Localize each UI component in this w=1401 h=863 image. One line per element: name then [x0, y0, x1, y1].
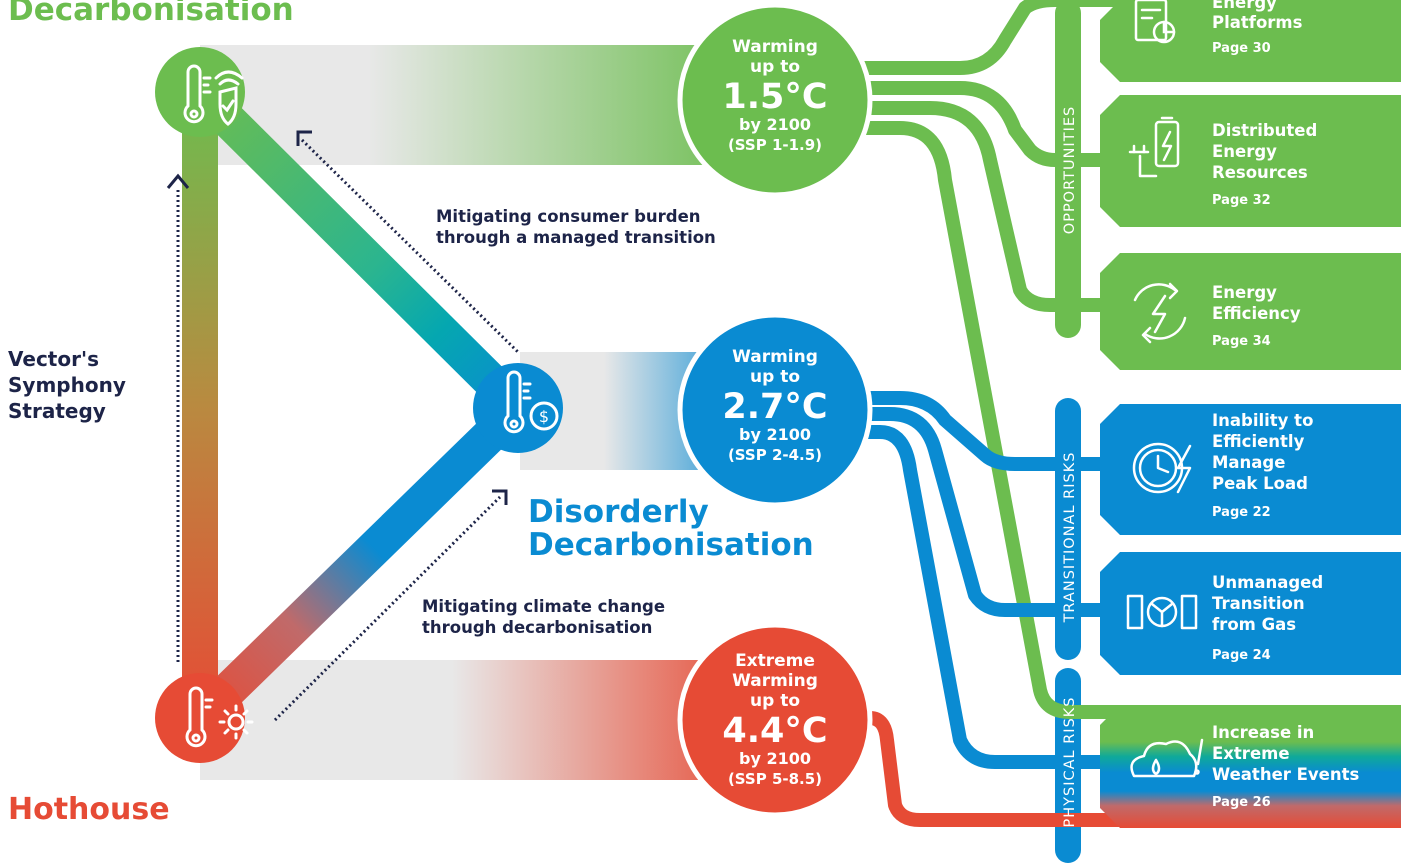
clock-lightning-icon — [1132, 442, 1192, 494]
card-peak-load-line: Inability to — [1212, 411, 1313, 430]
energy-cycle-icon — [1133, 282, 1187, 344]
hothouse-node — [155, 673, 245, 763]
card-peak-load-line: Peak Load — [1212, 474, 1308, 493]
red-connector — [850, 711, 1120, 827]
card-extreme-weather-line: Increase in — [1212, 723, 1314, 742]
strategy-label-line: Symphony — [8, 373, 126, 397]
band-hothouse — [200, 660, 760, 780]
bubble-disorderly-line: Warming — [732, 347, 818, 367]
bubble-hothouse-line: Extreme — [735, 651, 815, 671]
bubble-disorderly-temp: 2.7°C — [722, 387, 827, 427]
annotation-climate-change: Mitigating climate change through decarb… — [422, 596, 665, 639]
card-energy-efficiency-line: Energy — [1212, 283, 1277, 302]
bubble-orderly — [677, 2, 873, 198]
bubble-disorderly-line: up to — [750, 367, 800, 387]
bubble-disorderly-ssp: (SSP 2-4.5) — [728, 446, 822, 464]
disorderly-node — [473, 363, 563, 453]
card-energy-efficiency-page: Page 34 — [1212, 334, 1271, 349]
category-opportunities: OPPORTUNITIES — [1062, 106, 1078, 234]
thermometer-shield-icon — [183, 64, 244, 126]
disorderly-label-line: Decarbonisation — [528, 526, 814, 563]
blue-connectors — [850, 391, 1120, 769]
annotation-line: through a managed transition — [436, 228, 716, 248]
card-energy-platforms-page: Page 30 — [1212, 41, 1271, 56]
card-gas-transition-line: Transition — [1212, 594, 1305, 613]
svg-text:$: $ — [539, 407, 549, 426]
card-gas-transition — [1100, 552, 1401, 675]
annotation-line: Mitigating climate change — [422, 597, 666, 616]
card-peak-load-line: Manage — [1212, 453, 1285, 472]
card-energy-efficiency-line: Efficiency — [1212, 304, 1301, 323]
battery-plug-icon — [1128, 116, 1180, 178]
bubble-hothouse-line: Warming — [732, 671, 818, 691]
strategy-label-line: Vector's — [8, 347, 99, 371]
card-peak-load — [1100, 404, 1401, 535]
card-distributed-energy-line: Resources — [1212, 163, 1308, 182]
card-gas-transition-line: from Gas — [1212, 615, 1296, 634]
thermometer-sun-icon — [185, 686, 254, 748]
disorderly-label-line: Disorderly — [528, 494, 709, 530]
card-gas-transition-line: Unmanaged — [1212, 573, 1323, 592]
annotation-line: Mitigating consumer burden — [436, 207, 701, 226]
card-energy-efficiency — [1100, 253, 1401, 370]
thermometer-dollar-icon: $ — [503, 370, 559, 434]
category-physical-risks: PHYSICAL RISKS — [1062, 697, 1078, 828]
bubble-disorderly — [677, 312, 873, 508]
bubble-disorderly-line: by 2100 — [739, 425, 811, 444]
annotation-consumer-burden: Mitigating consumer burden through a man… — [436, 206, 716, 249]
band-orderly — [200, 45, 760, 165]
card-peak-load-line: Efficiently — [1212, 432, 1305, 451]
dotted-arrows — [176, 138, 520, 722]
card-distributed-energy — [1100, 95, 1401, 227]
bubble-orderly-line: up to — [750, 57, 800, 77]
opportunities-spine — [1055, 0, 1081, 338]
hothouse-label: Hothouse — [8, 792, 170, 827]
bubble-hothouse-ssp: (SSP 5-8.5) — [728, 770, 822, 788]
bubble-hothouse — [677, 622, 873, 818]
platform-chart-icon — [1134, 0, 1176, 44]
card-energy-platforms-line: Platforms — [1212, 13, 1303, 32]
card-gas-transition-page: Page 24 — [1212, 648, 1271, 663]
bubble-orderly-ssp: (SSP 1-1.9) — [728, 136, 822, 154]
triangle-upper-side — [187, 79, 531, 421]
card-extreme-weather — [1100, 705, 1401, 828]
card-distributed-energy-page: Page 32 — [1212, 193, 1271, 208]
card-energy-platforms-line: Energy — [1212, 0, 1277, 12]
card-peak-load-page: Page 22 — [1212, 505, 1271, 520]
card-distributed-energy-line: Energy — [1212, 142, 1277, 161]
category-transitional-risks: TRANSITIONAL RISKS — [1062, 452, 1078, 624]
card-energy-platforms — [1100, 0, 1401, 82]
card-distributed-energy-line: Distributed — [1212, 121, 1317, 140]
strategy-label-line: Strategy — [8, 399, 106, 423]
card-extreme-weather-line: Extreme — [1212, 744, 1290, 763]
arrow-heads — [166, 130, 508, 505]
bubble-hothouse-line: up to — [750, 691, 800, 711]
bubble-orderly-temp: 1.5°C — [722, 77, 827, 117]
storm-cloud-icon — [1130, 738, 1204, 778]
strategy-label: Vector's Symphony Strategy — [8, 346, 126, 424]
card-extreme-weather-page: Page 26 — [1212, 795, 1271, 810]
triangle-lower-side — [187, 395, 531, 731]
disorderly-label: Disorderly Decarbonisation — [528, 496, 814, 561]
green-connectors — [850, 0, 1120, 719]
bubble-hothouse-temp: 4.4°C — [722, 711, 827, 751]
annotation-line: through decarbonisation — [422, 618, 653, 638]
orderly-label: Decarbonisation — [8, 0, 294, 28]
bubble-hothouse-line: by 2100 — [739, 749, 811, 768]
bubble-orderly-line: Warming — [732, 37, 818, 57]
bubble-orderly-line: by 2100 — [739, 115, 811, 134]
gas-valve-icon — [1126, 594, 1198, 630]
card-extreme-weather-line: Weather Events — [1212, 765, 1359, 784]
